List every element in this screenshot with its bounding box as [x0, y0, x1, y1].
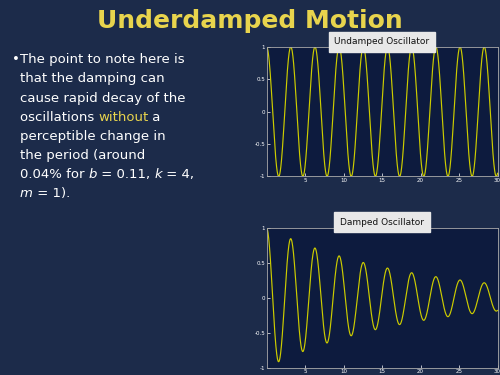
Text: the period (around: the period (around [20, 149, 145, 162]
Text: that the damping can: that the damping can [20, 72, 165, 86]
Text: without: without [98, 111, 148, 124]
Text: a: a [148, 111, 161, 124]
Text: The point to note here is: The point to note here is [20, 53, 184, 66]
Text: = 1).: = 1). [32, 187, 70, 200]
Text: oscillations: oscillations [20, 111, 98, 124]
Text: cause rapid decay of the: cause rapid decay of the [20, 92, 185, 105]
Title: Undamped Oscillator: Undamped Oscillator [334, 37, 430, 46]
Text: •: • [12, 53, 20, 66]
Title: Damped Oscillator: Damped Oscillator [340, 218, 424, 227]
Text: m: m [20, 187, 32, 200]
Text: k: k [154, 168, 162, 181]
Text: Underdamped Motion: Underdamped Motion [97, 9, 403, 33]
Text: perceptible change in: perceptible change in [20, 130, 166, 143]
Text: = 4,: = 4, [162, 168, 194, 181]
Text: 0.04% for: 0.04% for [20, 168, 88, 181]
Text: = 0.11,: = 0.11, [97, 168, 154, 181]
Text: b: b [88, 168, 97, 181]
